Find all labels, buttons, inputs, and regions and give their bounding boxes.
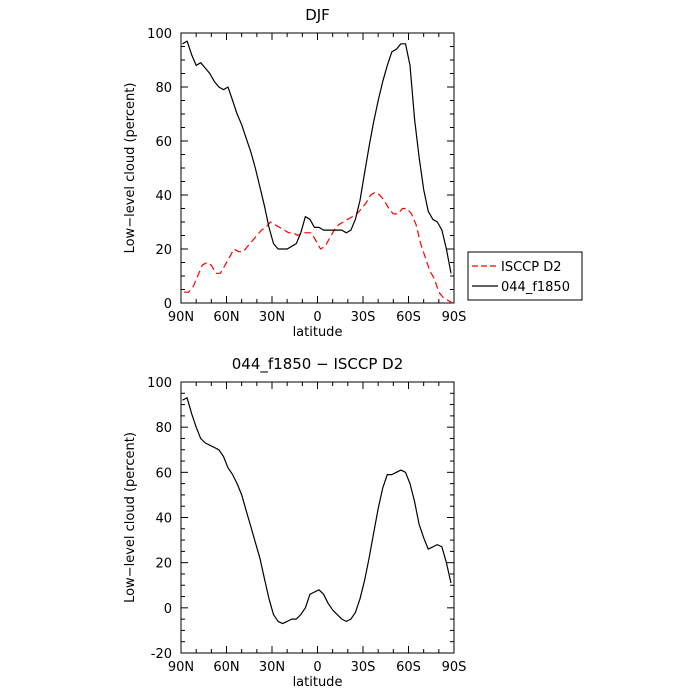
x-tick-label: 30N [259, 310, 285, 325]
x-tick-label: 0 [313, 310, 321, 325]
series-line-044-f1850 [182, 40, 452, 274]
x-tick-label: 60S [396, 310, 421, 325]
y-tick-label: 80 [155, 421, 172, 436]
x-tick-label: 30N [259, 660, 285, 675]
y-tick-label: 40 [155, 189, 172, 204]
x-tick-label: 30S [351, 660, 376, 675]
series-line [182, 397, 452, 625]
x-tick-label: 30S [351, 310, 376, 325]
y-tick-label: 60 [155, 466, 172, 481]
chart-title: 044_f1850 − ISCCP D2 [232, 355, 404, 374]
y-tick-label: 100 [147, 376, 172, 391]
x-tick-label: 60S [396, 660, 421, 675]
x-tick-label: 0 [313, 660, 321, 675]
y-tick-label: 40 [155, 512, 172, 527]
legend-label: ISCCP D2 [501, 260, 562, 275]
y-axis-label: Low−level cloud (percent) [123, 83, 138, 254]
plot-frame [180, 32, 455, 304]
chart-title: DJF [305, 6, 330, 24]
y-tick-label: 80 [155, 81, 172, 96]
x-axis-label: latitude [293, 675, 343, 690]
y-tick-label: 0 [164, 297, 172, 312]
series-line-isccp-d2 [184, 191, 453, 304]
x-tick-label: 90N [168, 660, 194, 675]
legend-label: 044_f1850 [501, 280, 570, 295]
x-axis-label: latitude [293, 325, 343, 340]
y-tick-label: 60 [155, 135, 172, 150]
x-tick-label: 60N [213, 660, 239, 675]
x-tick-label: 90S [442, 660, 467, 675]
y-tick-label: 0 [164, 602, 172, 617]
bottom-panel-difference: 044_f1850 − ISCCP D2 90N 60N 30N 0 30S 60S 90S -… [123, 355, 466, 690]
y-tick-label: 20 [155, 243, 172, 258]
y-tick-label: -20 [151, 647, 172, 662]
top-panel-djf: DJF 90N 60N 30N 0 30S 60S 90S 0 20 40 60 80 100 latitu… [123, 6, 583, 340]
legend-box [467, 251, 583, 301]
x-tick-label: 60N [213, 310, 239, 325]
y-axis-label: Low−level cloud (percent) [123, 432, 138, 603]
y-tick-label: 20 [155, 557, 172, 572]
x-tick-label: 90S [442, 310, 467, 325]
legend: ISCCP D2 044_f1850 [467, 251, 583, 301]
y-tick-label: 100 [147, 27, 172, 42]
x-tick-label: 90N [168, 310, 194, 325]
plot-frame [180, 381, 455, 654]
